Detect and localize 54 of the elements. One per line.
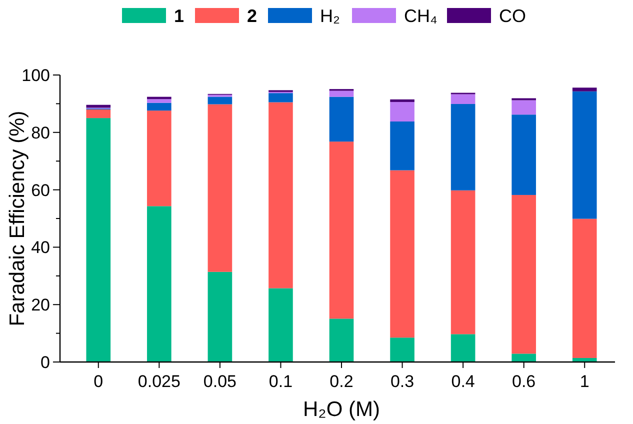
x-tick-label: 0.05 — [203, 372, 236, 391]
bar — [268, 288, 293, 362]
bar — [208, 96, 232, 104]
bar — [147, 206, 172, 362]
y-tick-label: 60 — [31, 180, 50, 200]
bar — [390, 121, 414, 170]
y-tick-label: 40 — [31, 238, 50, 258]
bar — [450, 94, 476, 104]
x-tick-label: 0.6 — [512, 372, 536, 391]
bar — [329, 142, 354, 319]
x-tick-label: 0.3 — [390, 372, 414, 391]
bar — [390, 102, 414, 122]
bar — [572, 88, 597, 92]
x-tick-label: 0 — [94, 372, 104, 391]
bar — [512, 100, 536, 115]
y-axis-title: Faradaic Efficiency (%) — [6, 110, 29, 326]
bar — [329, 96, 354, 142]
x-tick-label: 1 — [580, 372, 590, 391]
bar — [450, 104, 476, 190]
bar — [268, 102, 293, 288]
legend-label: CH₄ — [404, 6, 438, 26]
bar — [268, 93, 293, 102]
bar — [572, 218, 597, 358]
legend-label: 1 — [174, 6, 184, 26]
legend-label: CO — [499, 6, 526, 26]
bar — [147, 110, 172, 206]
bar — [572, 91, 597, 219]
bar — [208, 104, 232, 272]
x-tick-label: 0.4 — [451, 372, 475, 391]
x-tick-label: 0.025 — [138, 372, 180, 391]
bar — [329, 90, 354, 97]
bar — [147, 102, 172, 111]
bar — [208, 272, 232, 362]
x-tick-label: 0.2 — [330, 372, 354, 391]
y-tick-label: 80 — [31, 123, 50, 142]
x-tick-label: 0.1 — [268, 372, 293, 391]
bar — [512, 354, 536, 362]
bar — [86, 118, 111, 362]
bar — [512, 114, 536, 195]
bar — [147, 99, 172, 103]
bar — [390, 170, 414, 338]
bar — [512, 194, 536, 354]
x-axis-title: H₂O (M) — [303, 398, 380, 421]
bar — [450, 190, 476, 334]
bar — [86, 109, 111, 118]
y-tick-label: 0 — [40, 352, 50, 372]
y-tick-label: 100 — [22, 66, 50, 85]
bar — [329, 318, 354, 362]
bar — [390, 338, 414, 362]
bar — [390, 99, 414, 102]
y-tick-label: 20 — [31, 296, 50, 315]
legend-label: 2 — [247, 6, 258, 26]
bar — [450, 334, 476, 362]
legend-label: H₂ — [320, 6, 340, 26]
